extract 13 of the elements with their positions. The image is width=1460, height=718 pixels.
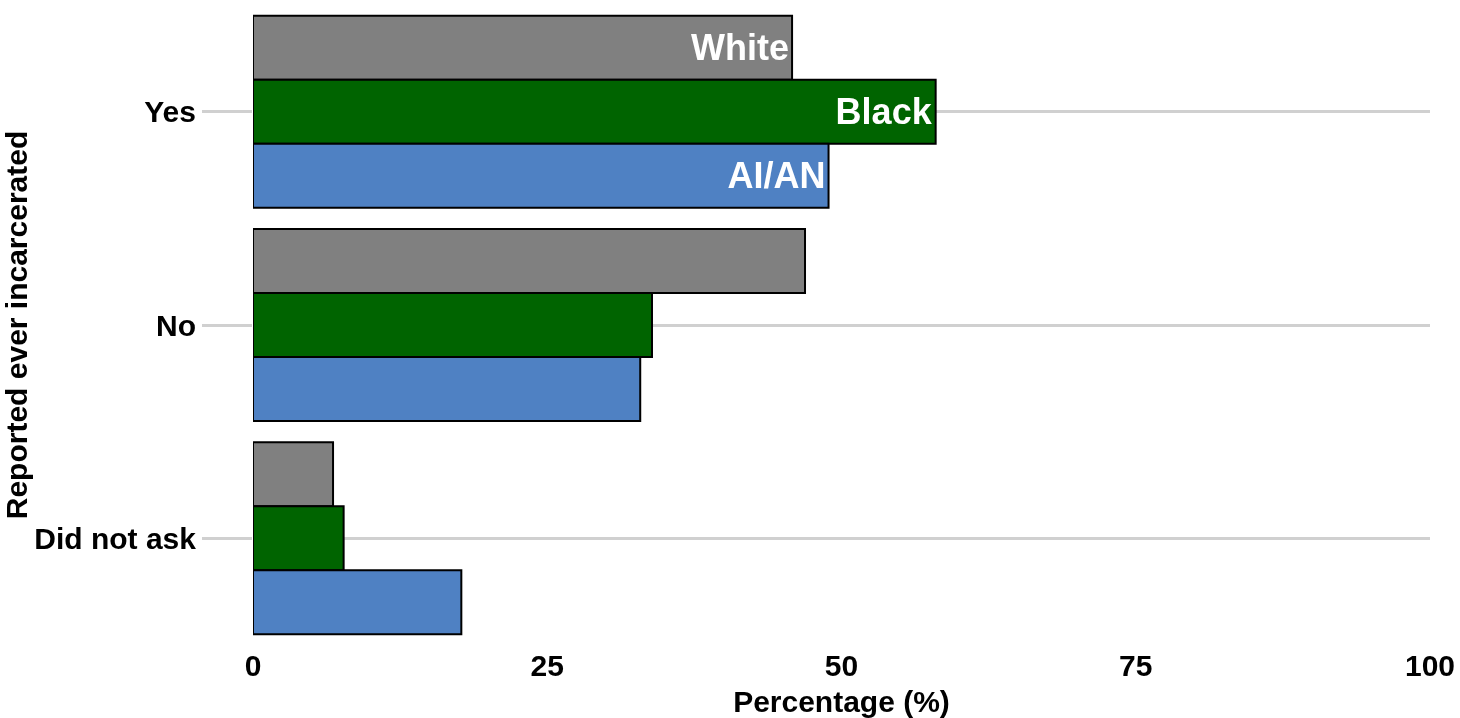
series-label: White [691,27,790,69]
x-tick-label: 0 [244,649,262,682]
series-label: Black [835,91,933,133]
series-label: AI/AN [727,155,826,197]
y-tick-label: No [156,308,196,342]
y-tick-label: Yes [144,95,196,129]
x-tick-label: 100 [1404,649,1456,682]
x-tick-label: 50 [824,649,859,682]
x-tick-label: 25 [530,649,564,682]
x-axis-title: Percentage (%) [733,685,950,718]
y-axis-title: Reported ever incarcerated [0,130,33,520]
y-tick-label: Did not ask [34,521,197,555]
x-tick-label: 75 [1119,649,1153,682]
